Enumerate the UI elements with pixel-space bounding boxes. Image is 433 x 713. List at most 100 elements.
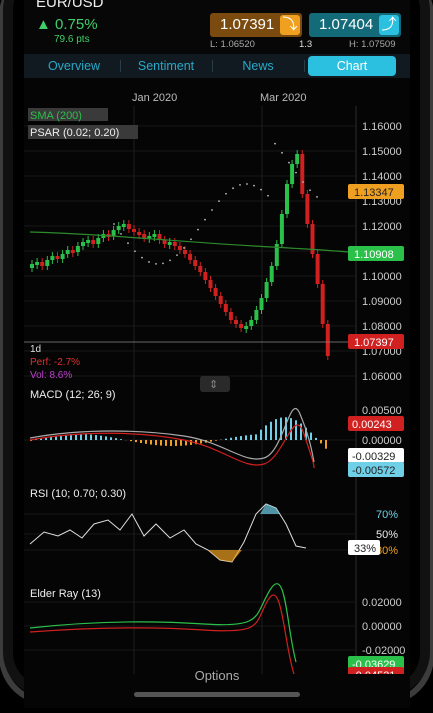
macd-histogram-bar: [155, 440, 157, 445]
price-tag-label: 1.13347: [354, 187, 394, 199]
macd-histogram-bar: [165, 440, 167, 446]
macd-histogram-bar: [145, 440, 147, 444]
timeframe-label: 1d: [30, 344, 41, 355]
rsi-tick-label: 70%: [376, 509, 398, 521]
candle-body: [270, 266, 274, 282]
macd-histogram-bar: [115, 438, 117, 440]
macd-histogram-bar: [225, 439, 227, 440]
tab-overview[interactable]: Overview: [32, 56, 116, 76]
psar-dot: [316, 196, 318, 198]
candle-body: [40, 262, 44, 266]
psar-dot: [197, 229, 199, 231]
macd-histogram-bar: [245, 435, 247, 440]
rsi-label: RSI (10; 0.70; 0.30): [30, 488, 126, 500]
macd-tag-label: -0.00572: [352, 465, 395, 477]
price-tick-label: 1.10000: [362, 271, 402, 283]
candle-body: [127, 224, 131, 229]
candle-body: [203, 272, 207, 280]
price-tick-label: 1.09000: [362, 296, 402, 308]
macd-histogram-bar: [150, 440, 152, 445]
ask-price: 1.07404: [319, 16, 373, 33]
sell-button[interactable]: 1.07391 ⤵: [210, 13, 302, 37]
macd-histogram-bar: [235, 437, 237, 440]
psar-dot: [232, 187, 234, 189]
macd-histogram-bar: [100, 436, 102, 440]
candle-body: [132, 229, 136, 232]
macd-histogram-bar: [325, 440, 327, 449]
candle-body: [30, 264, 34, 268]
macd-histogram-bar: [140, 440, 142, 443]
change-points: 79.6 pts: [54, 34, 90, 45]
candlestick-series: [30, 150, 330, 360]
macd-histogram-bar: [95, 435, 97, 440]
perf-label: Perf: -2.7%: [30, 357, 80, 368]
macd-histogram-bar: [270, 422, 272, 440]
buy-button[interactable]: 1.07404 ⤴: [309, 13, 401, 37]
elder-tick-label: 0.02000: [362, 597, 402, 609]
options-button[interactable]: Options: [24, 668, 410, 683]
price-tag-label: 1.07397: [354, 337, 394, 349]
candle-body: [188, 254, 192, 260]
x-axis-label: Mar 2020: [260, 92, 306, 104]
psar-dot: [134, 250, 136, 252]
macd-histogram-bar: [250, 435, 252, 440]
candle-body: [45, 260, 49, 266]
candle-body: [173, 242, 177, 246]
price-chart[interactable]: Jan 2020 Mar 2020 SMA (200) PSAR (0.02; …: [24, 84, 410, 674]
macd-histogram-bar: [160, 440, 162, 446]
macd-histogram-bar: [175, 440, 177, 446]
psar-dot: [239, 184, 241, 186]
quote-header: EUR/USD ▲ 0.75% 79.6 pts 1.07391 ⤵ 1.074…: [24, 0, 410, 54]
macd-histogram-bar: [265, 425, 267, 440]
psar-dot: [211, 209, 213, 211]
price-tick-label: 1.06000: [362, 371, 402, 383]
bear-power-line: [30, 595, 294, 674]
sma-label: SMA (200): [30, 110, 82, 122]
macd-histogram-bar: [240, 436, 242, 440]
candle-body: [122, 224, 126, 227]
candle-body: [265, 282, 269, 298]
resize-arrows-icon: ⇕: [209, 379, 218, 391]
tab-divider: [120, 60, 121, 72]
candle-body: [117, 226, 121, 230]
tab-sentiment[interactable]: Sentiment: [124, 56, 208, 76]
elder-tick-label: 0.00000: [362, 621, 402, 633]
macd-histogram-bar: [255, 434, 257, 440]
candle-body: [219, 296, 223, 304]
tab-chart[interactable]: Chart: [308, 56, 396, 76]
candle-body: [178, 246, 182, 250]
price-tick-label: 1.16000: [362, 121, 402, 133]
tab-divider: [212, 60, 213, 72]
macd-histogram-bar: [295, 420, 297, 440]
rsi-tick-label: 50%: [376, 529, 398, 541]
candle-body: [152, 234, 156, 237]
candle-body: [81, 242, 85, 246]
macd-histogram-bar: [230, 438, 232, 440]
candle-body: [86, 240, 90, 243]
tab-news[interactable]: News: [216, 56, 300, 76]
psar-dot: [190, 238, 192, 240]
candle-body: [295, 154, 299, 164]
candle-body: [229, 312, 233, 320]
macd-histogram-bar: [120, 439, 122, 440]
psar-dot: [267, 195, 269, 197]
macd-histogram-bar: [275, 419, 277, 440]
macd-histogram-bar: [85, 434, 87, 440]
candle-body: [326, 324, 330, 356]
psar-dot: [183, 247, 185, 249]
low-price: L: 1.06520: [210, 39, 255, 50]
psar-dot: [274, 143, 276, 145]
psar-dot: [309, 189, 311, 191]
candle-body: [96, 238, 100, 244]
macd-histogram-bar: [110, 437, 112, 440]
rsi-oversold-fill: [208, 550, 242, 562]
candle-body: [316, 254, 320, 284]
macd-histogram-bar: [260, 430, 262, 440]
psar-dot: [295, 172, 297, 174]
price-tick-label: 1.14000: [362, 171, 402, 183]
candle-body: [142, 234, 146, 238]
psar-label: PSAR (0.02; 0.20): [30, 127, 119, 139]
bid-price: 1.07391: [220, 16, 274, 33]
macd-histogram-bar: [320, 440, 322, 443]
